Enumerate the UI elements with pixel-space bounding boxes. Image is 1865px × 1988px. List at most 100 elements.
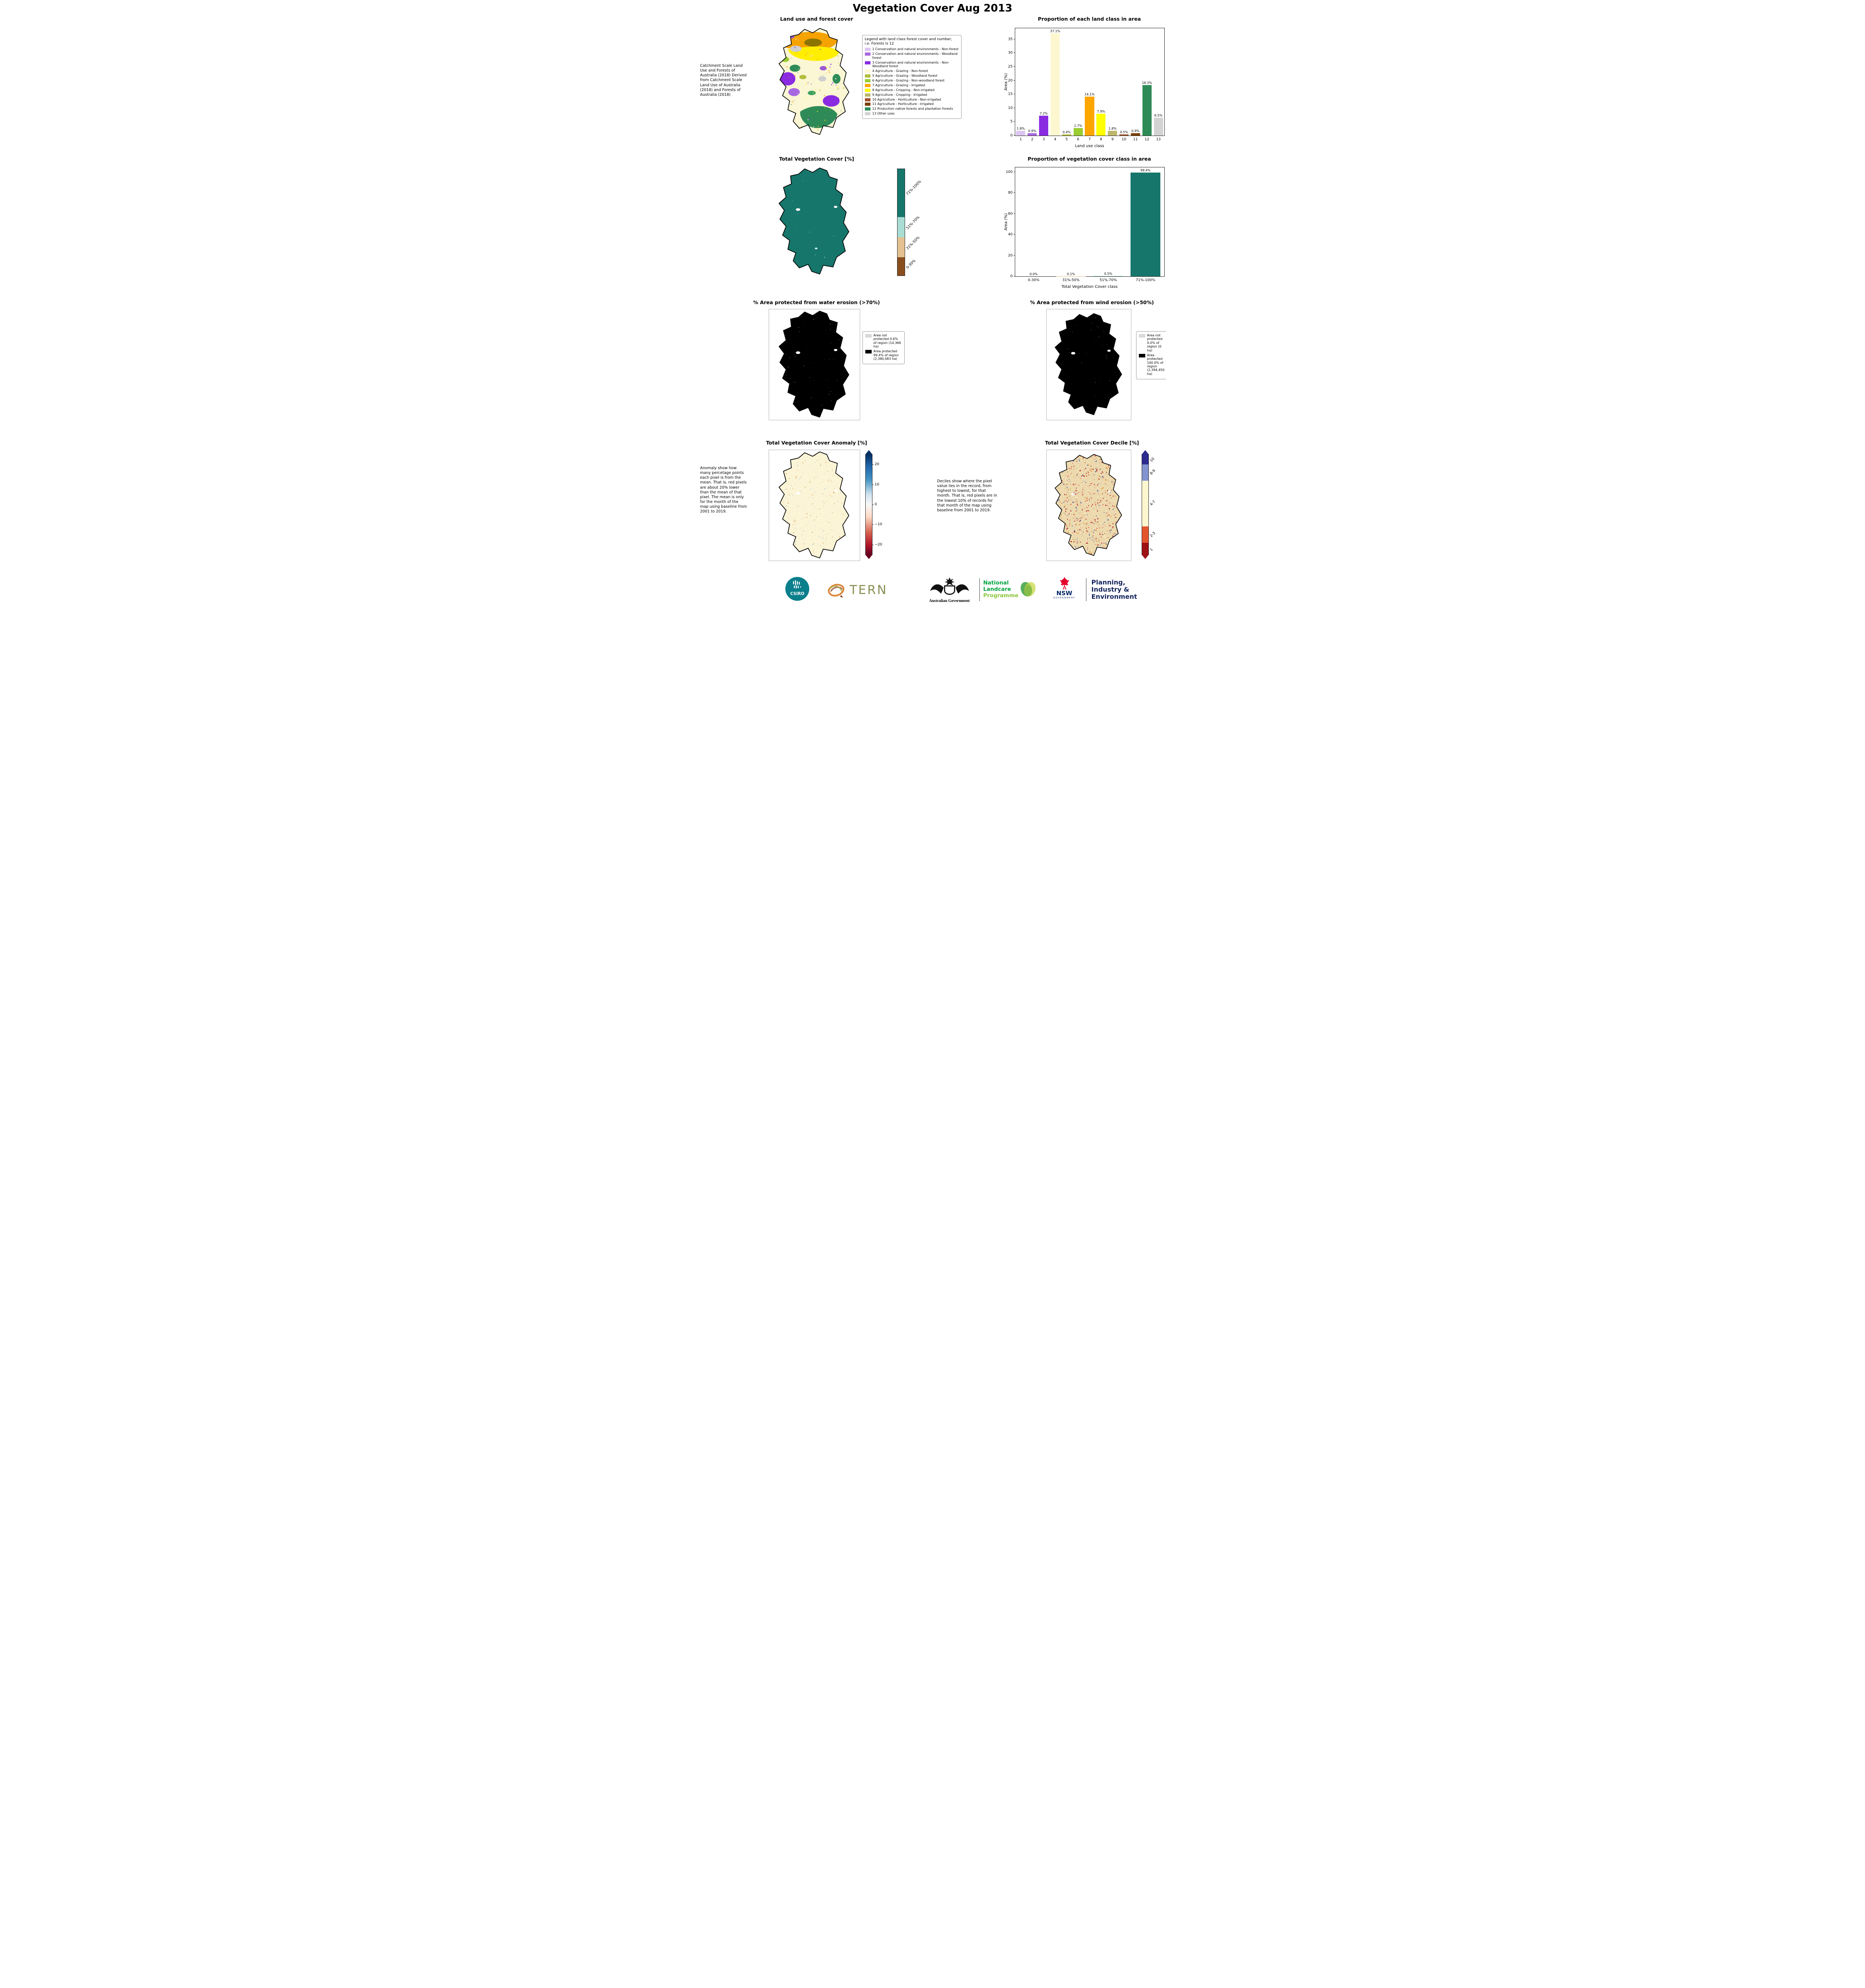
map-texture-speckle	[851, 539, 852, 540]
map-texture-speckle	[807, 52, 808, 53]
map-texture-speckle	[851, 520, 852, 521]
map-texture-speckle	[1119, 505, 1120, 507]
map-texture-speckle	[852, 559, 853, 560]
map-texture-speckle	[783, 502, 784, 503]
map-texture-speckle	[1115, 372, 1116, 373]
map-texture-speckle	[1067, 546, 1068, 547]
map-texture-speckle	[1070, 538, 1072, 539]
map-texture-speckle	[1127, 476, 1128, 477]
map-texture-speckle	[784, 528, 785, 529]
map-texture-speckle	[770, 397, 771, 398]
bar-value-label: 0.9%	[1131, 129, 1140, 133]
map-texture-speckle	[1100, 455, 1101, 456]
map-texture-speckle	[805, 551, 806, 552]
map-texture-speckle	[800, 95, 802, 96]
map-texture-speckle	[1067, 499, 1068, 500]
map-texture-speckle	[1073, 504, 1074, 505]
map-texture-speckle	[1081, 525, 1082, 526]
map-texture-speckle	[848, 520, 849, 521]
bar-value-label: 0.0%	[1030, 272, 1038, 276]
map-texture-speckle	[824, 488, 825, 489]
bar	[1096, 114, 1106, 136]
map-texture-speckle	[827, 530, 828, 531]
anomaly-map-title: Total Vegetation Cover Anomaly [%]	[766, 440, 867, 446]
map-texture-speckle	[1083, 476, 1085, 477]
map-texture-speckle	[800, 491, 801, 492]
bar-value-label: 0.9%	[1028, 129, 1036, 133]
map-texture-speckle	[1129, 536, 1130, 537]
map-texture-speckle	[1118, 464, 1119, 466]
map-texture-speckle	[1069, 481, 1070, 482]
colorbar-segment: 71%-100%	[897, 169, 922, 217]
map-texture-speckle	[1115, 491, 1117, 492]
map-texture-speckle	[782, 545, 783, 546]
bar	[1131, 173, 1161, 276]
map-texture-speckle	[782, 477, 783, 478]
legend-label: 10 Agriculture - Horticulture - Non-irri…	[872, 97, 941, 101]
y-tick-label: 20	[1008, 78, 1013, 83]
map-texture-speckle	[1118, 521, 1119, 522]
map-texture-speckle	[1081, 517, 1082, 518]
map-texture-speckle	[1050, 546, 1051, 547]
y-tick-mark	[1013, 66, 1015, 67]
map-texture-speckle	[1072, 551, 1074, 552]
map-texture-speckle	[1062, 463, 1063, 464]
map-texture-speckle	[1124, 496, 1125, 497]
map-texture-speckle	[1088, 464, 1089, 466]
legend-swatch	[865, 79, 870, 82]
map-texture-speckle	[841, 473, 843, 474]
map-texture-speckle	[783, 532, 785, 533]
map-texture-speckle	[857, 42, 858, 43]
map-texture-speckle	[798, 481, 800, 482]
map-texture-speckle	[1129, 492, 1130, 493]
map-texture-speckle	[778, 459, 779, 460]
map-texture-speckle	[1070, 495, 1071, 497]
map-texture-speckle	[1072, 544, 1074, 545]
landclass-bar-chart: Area (%) 0 5 10 15 20 25 30 35 1.8% 1 0.9% 2 7.2% 3 37…	[1004, 28, 1165, 148]
map-texture-speckle	[817, 111, 818, 112]
map-texture-speckle	[805, 32, 806, 33]
map-texture-speckle	[1115, 553, 1116, 555]
decile-note: Deciles show where the pixel value lies …	[937, 479, 997, 513]
map-texture-speckle	[1100, 500, 1101, 501]
map-texture-speckle	[1119, 476, 1121, 478]
map-texture-speckle	[810, 83, 812, 85]
map-texture-speckle	[1077, 549, 1078, 551]
decile-map-svg	[1049, 454, 1130, 556]
map-texture-speckle	[1081, 487, 1082, 488]
map-texture-speckle	[1123, 480, 1124, 481]
map-texture-speckle	[1128, 535, 1129, 536]
map-texture-speckle	[776, 497, 777, 498]
map-texture-speckle	[1128, 529, 1129, 530]
map-texture-speckle	[829, 450, 830, 451]
map-texture-speckle	[781, 46, 783, 47]
map-texture-speckle	[1053, 458, 1054, 459]
map-texture-speckle	[807, 522, 808, 523]
map-texture-speckle	[1061, 499, 1063, 500]
dpie-line-3: Environment	[1091, 592, 1137, 600]
map-texture-speckle	[1074, 501, 1075, 503]
map-texture-speckle	[794, 521, 795, 522]
map-texture-speckle	[846, 478, 847, 479]
map-texture-speckle	[1050, 490, 1051, 491]
map-texture-speckle	[1049, 548, 1050, 549]
bar	[1062, 134, 1071, 136]
map-texture-speckle	[1054, 489, 1055, 490]
y-tick-label: 0	[1010, 274, 1013, 278]
map-texture-speckle	[1086, 542, 1088, 544]
map-texture-speckle	[822, 542, 824, 544]
map-texture-speckle	[793, 501, 794, 502]
map-texture-speckle	[1124, 456, 1125, 457]
map-texture-speckle	[813, 126, 814, 128]
bar-value-label: 37.1%	[1050, 29, 1061, 33]
map-texture-speckle	[798, 550, 799, 551]
map-texture-speckle	[771, 455, 772, 456]
map-texture-speckle	[1063, 511, 1065, 512]
map-texture-speckle	[1113, 536, 1114, 537]
map-texture-speckle	[851, 134, 852, 135]
map-texture-speckle	[855, 529, 856, 530]
bar	[1131, 133, 1140, 136]
map-texture-speckle	[1086, 498, 1087, 499]
map-texture-speckle	[1118, 478, 1120, 479]
map-texture-speckle	[786, 536, 787, 537]
